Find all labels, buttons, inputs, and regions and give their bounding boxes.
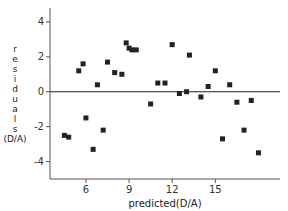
y-label: s [13, 124, 18, 134]
point [124, 40, 129, 45]
point [81, 61, 86, 66]
point [101, 128, 106, 133]
y-tick [46, 126, 50, 127]
x-tick [172, 179, 173, 183]
y-tick-label: 0 [38, 86, 44, 97]
y-tick [46, 161, 50, 162]
y-label: e [12, 54, 18, 64]
x-tick [85, 179, 86, 183]
x-tick-label: 12 [166, 184, 179, 195]
y-tick-label: -2 [34, 121, 44, 132]
point [227, 82, 232, 87]
y-label: l [14, 114, 17, 124]
y-label: i [14, 74, 17, 84]
point [187, 53, 192, 58]
y-tick [46, 21, 50, 22]
point [83, 115, 88, 120]
point [198, 94, 203, 99]
point [112, 70, 117, 75]
y-tick [46, 56, 50, 57]
y-label: (D/A) [3, 134, 26, 144]
y-label: s [13, 64, 18, 74]
y-axis [50, 8, 51, 179]
y-tick [46, 91, 50, 92]
y-label: r [13, 44, 17, 54]
reference-line [50, 91, 280, 92]
y-label: u [12, 94, 18, 104]
x-tick [129, 179, 130, 183]
point [148, 101, 153, 106]
y-tick-label: 2 [38, 51, 44, 62]
point [129, 47, 134, 52]
point [105, 60, 110, 65]
point [184, 89, 189, 94]
x-tick-label: 15 [209, 184, 222, 195]
point [66, 135, 71, 140]
y-tick-label: -4 [34, 156, 44, 167]
point [155, 81, 160, 86]
x-tick-label: 9 [126, 184, 132, 195]
chart: 691215-4-2024predicted(D/A)residuals(D/A… [0, 0, 288, 211]
x-tick [215, 179, 216, 183]
point [234, 100, 239, 105]
y-tick-label: 4 [38, 16, 44, 27]
y-label: a [12, 104, 18, 114]
point [62, 133, 67, 138]
point [170, 42, 175, 47]
point [91, 147, 96, 152]
x-label: predicted(D/A) [128, 198, 201, 209]
point [256, 150, 261, 155]
point [177, 91, 182, 96]
point [163, 81, 168, 86]
x-axis [50, 179, 280, 180]
point [95, 82, 100, 87]
x-tick-label: 6 [83, 184, 89, 195]
point [134, 47, 139, 52]
point [249, 98, 254, 103]
point [220, 136, 225, 141]
point [119, 72, 124, 77]
plot-area [50, 40, 280, 155]
y-label: d [12, 84, 18, 94]
point [206, 84, 211, 89]
point [76, 68, 81, 73]
point [242, 128, 247, 133]
point [213, 68, 218, 73]
